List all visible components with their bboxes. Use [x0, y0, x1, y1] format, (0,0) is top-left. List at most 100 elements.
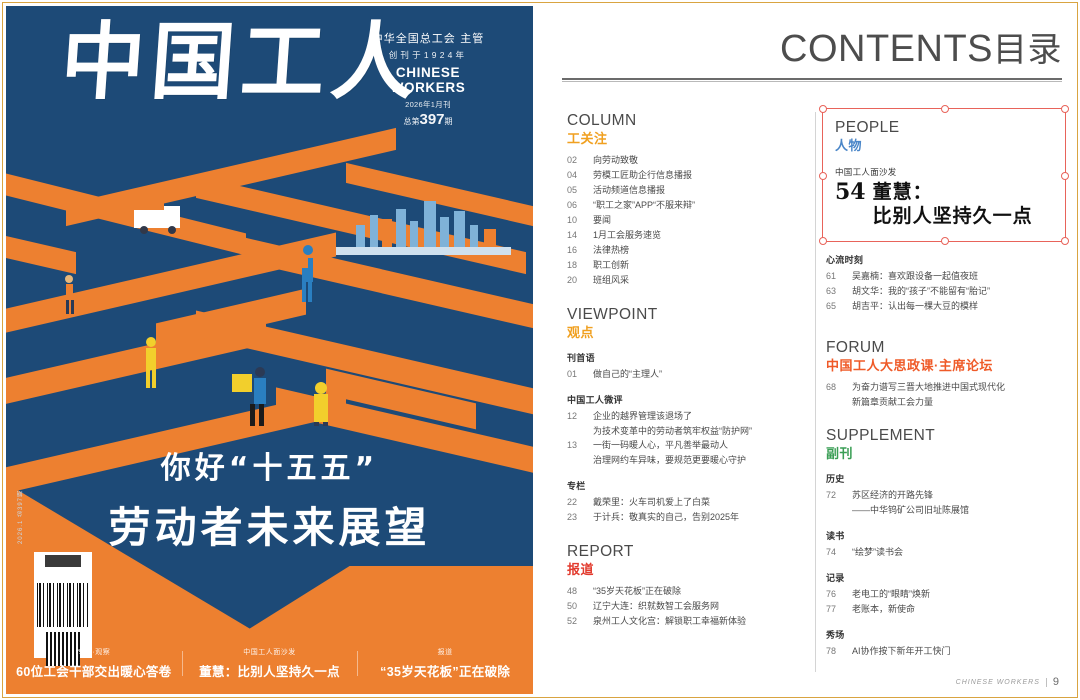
toc-entry-title: 要闻 — [593, 215, 612, 226]
toc-entry[interactable]: 74 “绘梦”读书会 — [826, 546, 1066, 560]
page-footer: CHINESE WORKERS 9 — [956, 676, 1060, 688]
toc-entry[interactable]: 68 为奋力谱写三晋大地推进中国式现代化 — [826, 381, 1066, 395]
resize-handle[interactable] — [819, 236, 827, 245]
toc-entry[interactable]: 14 1月工会服务速览 — [567, 229, 801, 243]
toc-entry-title: 辽宁大连：织就数智工会服务网 — [593, 601, 720, 612]
teaser-kicker: 报道 — [437, 648, 453, 656]
toc-entry[interactable]: 77 老账本，新使命 — [826, 603, 1066, 617]
worker-orange — [65, 275, 74, 314]
toc-entry-page: 52 — [567, 616, 578, 627]
section-title-en: FORUM — [826, 338, 885, 356]
toc-subheading: 记录 — [826, 573, 845, 584]
toc-entry[interactable]: 22 戴荣里：火车司机爱上了白菜 — [567, 496, 801, 510]
toc-entry-title: “35岁天花板”正在破除 — [593, 586, 682, 597]
header-rule — [562, 78, 1062, 82]
masthead-issue: 总第397期 — [367, 111, 489, 128]
toc-subheading: 秀场 — [826, 630, 845, 641]
toc-entry-page: 76 — [826, 589, 837, 600]
resize-handle[interactable] — [819, 171, 827, 180]
section-title-en: REPORT — [567, 542, 634, 560]
toc-entry-page: 13 — [567, 440, 578, 451]
column-divider — [815, 112, 816, 672]
resize-handle[interactable] — [1061, 105, 1069, 113]
people-section-selection-box[interactable]: PEOPLE 人物 中国工人面沙发 54 董慧： 比别人坚持久一点 — [819, 105, 1069, 245]
masthead-title-en: CHINESE WORKERS — [390, 65, 466, 95]
contents-column-left: COLUMN 工关注 02 向劳动致敬 04 劳模工匠助企行信息播报 05 活动频道信息播报 0… — [567, 112, 815, 672]
toc-entry-title: 胡文华：我的“孩子”不能留有“胎记” — [852, 285, 990, 296]
toc-section-forum: FORUM 中国工人大思政课·主席论坛 68 为奋力谱写三晋大地推进中国式现代化 新篇章… — [826, 339, 1066, 423]
toc-entry-title: 劳模工匠助企行信息播报 — [593, 170, 693, 181]
resize-handle[interactable] — [819, 105, 827, 113]
toc-entry[interactable]: 13 一街一码暖人心，平凡善举最动人 — [567, 439, 801, 453]
cover-masthead: 中国工人 中华全国总工会 主管 创刊于1924年 CHINESE WORKERS… — [58, 12, 484, 140]
footer-brand: CHINESE WORKERS — [955, 678, 1040, 686]
toc-entry[interactable]: 05 活动频道信息播报 — [567, 184, 801, 198]
section-title-cn: 报道 — [567, 561, 595, 577]
toc-entry[interactable]: 10 要闻 — [567, 214, 801, 228]
magazine-cover: 中国工人 中华全国总工会 主管 创刊于1924年 CHINESE WORKERS… — [6, 6, 533, 694]
masthead-founded: 创刊于1924年 — [388, 50, 468, 60]
toc-subheading: 心流时刻 — [826, 254, 864, 265]
toc-entry-title: 企业的越界管理该退场了 — [593, 411, 693, 422]
toc-entry-page: 14 — [567, 230, 578, 241]
teaser-title: 60位工会干部交出暖心答卷 — [16, 664, 172, 679]
toc-entry[interactable]: 63 胡文华：我的“孩子”不能留有“胎记” — [826, 285, 1066, 299]
toc-entry-title: “绘梦”读书会 — [852, 547, 903, 558]
toc-section-report: REPORT 报道 48 “35岁天花板”正在破除 50 辽宁大连：织就数智工会服务网 52… — [567, 543, 801, 643]
toc-entry[interactable]: 52 泉州工人文化宫：解锁职工幸福新体验 — [567, 615, 801, 629]
resize-handle[interactable] — [941, 105, 949, 113]
toc-entry[interactable]: 78 AI协作按下新年开工快门 — [826, 645, 1066, 659]
toc-entry-title: AI协作按下新年开工快门 — [852, 646, 951, 657]
people-feature-title: 董慧： 比别人坚持久一点 — [872, 181, 1033, 228]
cover-teaser-strip: 专题·观察 60位工会干部交出暖心答卷 中国工人面沙发 董慧：比别人坚持久一点 … — [6, 640, 533, 686]
resize-handle[interactable] — [1061, 236, 1069, 245]
worker-figures — [65, 200, 328, 426]
contents-column-right: PEOPLE 人物 中国工人面沙发 54 董慧： 比别人坚持久一点 心流时刻 61 吴嘉楠：喜欢… — [819, 105, 1069, 673]
toc-entry-title: 苏区经济的开路先锋 — [852, 490, 934, 501]
toc-entry-page: 50 — [567, 601, 578, 612]
toc-entry[interactable]: 72 苏区经济的开路先锋 — [826, 489, 1066, 503]
contents-header: CONTENTS目录 — [780, 22, 1062, 71]
toc-entry-continuation: ——中华钨矿公司旧址陈展馆 — [852, 505, 970, 516]
cover-teaser: 报道 “35岁天花板”正在破除 — [357, 647, 533, 680]
people-kicker: 中国工人面沙发 — [835, 167, 897, 178]
section-title-en: COLUMN — [567, 112, 637, 129]
cover-artwork: 中国工人 中华全国总工会 主管 创刊于1924年 CHINESE WORKERS… — [6, 6, 533, 694]
toc-entry[interactable]: 23 于计兵：敬真实的自己，告别2025年 — [567, 511, 801, 525]
toc-entry[interactable]: 16 法律热榜 — [567, 244, 801, 258]
toc-entry-title: “职工之家”APP“不服来辩” — [593, 200, 695, 211]
toc-entry[interactable]: 02 向劳动致敬 — [567, 154, 801, 168]
toc-entry[interactable]: 76 老电工的“眼睛”焕新 — [826, 588, 1066, 602]
toc-entry-title: 戴荣里：火车司机爱上了白菜 — [593, 496, 711, 507]
people-feature: 54 董慧： 比别人坚持久一点 — [835, 181, 1055, 229]
toc-entry[interactable]: 18 职工创新 — [567, 259, 801, 273]
toc-entry[interactable]: 01 做自己的“主理人” — [567, 368, 801, 382]
toc-entry-title: 向劳动致敬 — [593, 155, 639, 166]
resize-handle[interactable] — [941, 236, 949, 245]
toc-entry-title: 一街一码暖人心，平凡善举最动人 — [593, 440, 729, 451]
toc-entry[interactable]: 12 企业的越界管理该退场了 — [567, 410, 801, 424]
toc-entry[interactable]: 04 劳模工匠助企行信息播报 — [567, 169, 801, 183]
toc-entry-page: 63 — [826, 285, 837, 296]
resize-handle[interactable] — [1061, 171, 1069, 180]
worker-navy — [232, 367, 266, 426]
toc-entry[interactable]: 20 班组风采 — [567, 274, 801, 288]
footer-page-number: 9 — [1052, 676, 1060, 688]
toc-entry[interactable]: 65 胡吉平：认出每一棵大豆的模样 — [826, 300, 1066, 314]
toc-entry-title: 职工创新 — [593, 259, 630, 270]
teaser-title: “35岁天花板”正在破除 — [380, 664, 511, 679]
toc-entry[interactable]: 50 辽宁大连：织就数智工会服务网 — [567, 600, 801, 614]
spine-text: 2026.1 总397期 — [18, 489, 24, 544]
toc-entry[interactable]: 06 “职工之家”APP“不服来辩” — [567, 199, 801, 213]
toc-entry-title: 老电工的“眼睛”焕新 — [852, 589, 930, 600]
toc-entry-page: 78 — [826, 646, 837, 657]
cover-headline-line1: 你好“十五五” — [160, 451, 379, 486]
toc-entry[interactable]: 61 吴嘉楠：喜欢跟设备一起值夜班 — [826, 270, 1066, 284]
contents-page: CONTENTS目录 COLUMN 工关注 02 向劳动致敬 04 劳模工匠助企行信息播报… — [545, 0, 1080, 700]
toc-entry[interactable]: 48 “35岁天花板”正在破除 — [567, 585, 801, 599]
toc-entry-title: 吴嘉楠：喜欢跟设备一起值夜班 — [852, 270, 979, 281]
worker-yellow-1 — [146, 337, 156, 388]
toc-section-supplement: SUPPLEMENT 副刊 历史 72 苏区经济的开路先锋 ——中华钨矿公司旧址陈展馆 读书… — [826, 427, 1066, 673]
masthead-date: 2026年1月刊 — [405, 100, 451, 109]
toc-entry-title: 老账本，新使命 — [852, 604, 916, 615]
